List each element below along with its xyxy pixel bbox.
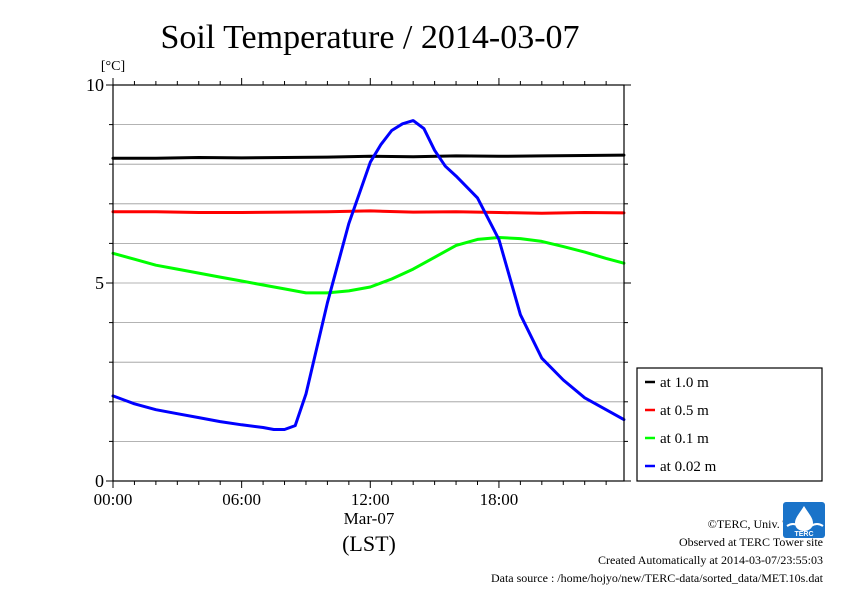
y-tick-label: 5 <box>95 273 104 293</box>
legend-label: at 0.1 m <box>660 431 709 447</box>
legend-label: at 0.02 m <box>660 459 717 475</box>
logo-text: TERC <box>794 531 813 538</box>
x-tick-label: 06:00 <box>222 490 261 509</box>
plot-frame <box>112 84 625 482</box>
site-text: Observed at TERC Tower site <box>678 535 823 549</box>
legend: at 1.0 m at 0.5 m at 0.1 m at 0.02 m <box>636 367 823 482</box>
created-text: Created Automatically at 2014-03-07/23:5… <box>598 553 823 567</box>
x-axis-title: (LST) <box>342 531 396 556</box>
logo-drop-shape <box>795 506 813 531</box>
legend-label: at 1.0 m <box>660 375 709 391</box>
chart-title: Soil Temperature / 2014-03-07 <box>160 19 579 56</box>
logo-wave-shape <box>786 523 824 529</box>
axes: 0 5 10 00:00 06:00 12:00 18:00 <box>86 75 631 509</box>
y-tick-label: 0 <box>95 471 104 491</box>
x-axis-date-label: Mar-07 <box>344 509 395 528</box>
x-tick-label: 00:00 <box>94 490 133 509</box>
series-line-1 <box>111 153 626 160</box>
series-line-3 <box>111 236 626 295</box>
legend-label: at 0.5 m <box>660 403 709 419</box>
series-line-4 <box>111 119 626 431</box>
data-source-text: Data source : /home/hojyo/new/TERC-data/… <box>490 571 823 585</box>
gridlines <box>113 124 624 442</box>
series-lines <box>111 119 626 431</box>
series-line-2 <box>111 209 626 215</box>
x-tick-label: 12:00 <box>351 490 390 509</box>
y-axis-unit: [°C] <box>101 59 125 74</box>
y-tick-label: 10 <box>86 75 104 95</box>
legend-frame <box>636 367 823 482</box>
x-tick-label: 18:00 <box>480 490 519 509</box>
terc-logo: TERC <box>783 502 825 538</box>
